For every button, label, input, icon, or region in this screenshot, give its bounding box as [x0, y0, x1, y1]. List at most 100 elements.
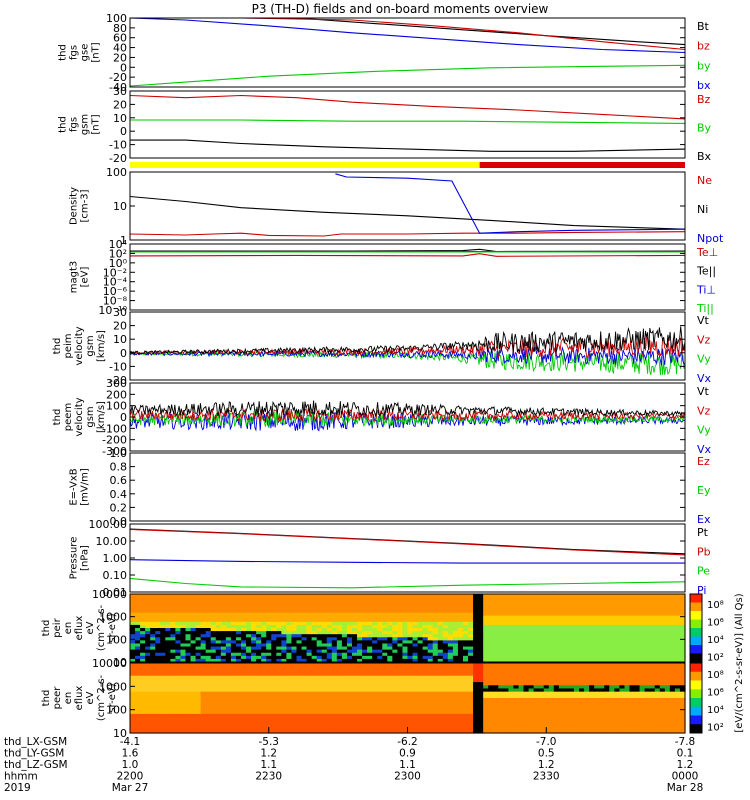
spectrogram-cell [574, 612, 580, 617]
spectrogram-cell [674, 631, 681, 635]
spectrogram-cell [538, 615, 545, 620]
spectrogram-cell [488, 640, 494, 645]
spectrogram-cell [251, 666, 257, 670]
spectrogram-cell [230, 618, 237, 623]
spectrogram-cell [215, 694, 222, 699]
spectrogram-cell [599, 594, 605, 598]
spectrogram-cell [246, 612, 252, 617]
spectrogram-cell [372, 691, 378, 696]
spectrogram-cell [457, 658, 464, 663]
spectrogram-cell [412, 720, 419, 725]
legend-label: Pb [697, 545, 711, 558]
spectrogram-cell [200, 688, 207, 693]
spectrogram-cell [543, 618, 550, 623]
spectrogram-cell [210, 688, 217, 693]
spectrogram-cell [604, 672, 610, 677]
spectrogram-cell [220, 637, 227, 641]
spectrogram-cell [589, 618, 595, 623]
spectrogram-cell [175, 688, 182, 693]
spectrogram-cell [614, 669, 621, 674]
spectrogram-cell [367, 717, 373, 721]
spectrogram-cell [528, 678, 535, 683]
spectrogram-cell [256, 729, 262, 734]
spectrogram-cell [205, 621, 212, 626]
spectrogram-cell [341, 669, 348, 674]
spectrogram-cell [538, 621, 545, 626]
spectrogram-cell [296, 606, 303, 611]
legend-label: Vz [697, 404, 711, 417]
spectrogram-cell [306, 682, 313, 686]
spectrogram-cell [135, 669, 141, 674]
spectrogram-cell [190, 609, 197, 614]
spectrogram-cell [321, 710, 328, 715]
spectrogram-cell [437, 726, 444, 731]
spectrogram-cell [488, 663, 494, 667]
spectrogram-cell [422, 688, 429, 693]
spectrogram-cell [331, 675, 338, 680]
spectrogram-cell [513, 649, 520, 654]
spectrogram-cell [528, 637, 535, 641]
spectrogram-cell [225, 701, 232, 705]
spectrogram-cell [135, 682, 141, 686]
spectrogram-cell [483, 640, 489, 645]
spectrogram-cell [256, 682, 262, 686]
spectrogram-cell [185, 726, 192, 731]
spectrogram-cell [382, 649, 388, 654]
spectrogram-cell [357, 646, 363, 651]
spectrogram-cell [584, 649, 590, 654]
spectrogram-cell [488, 694, 494, 699]
spectrogram-cell [417, 658, 424, 663]
spectrogram-cell [246, 658, 252, 663]
spectrogram-cell [659, 637, 666, 641]
spectrogram-cell [634, 594, 641, 598]
spectrogram-cell [523, 597, 530, 601]
spectrogram-cell [407, 634, 414, 638]
spectrogram-cell [508, 663, 515, 667]
spectrogram-cell [220, 612, 227, 617]
spectrogram-cell [130, 652, 136, 657]
spectrogram-cell [215, 621, 222, 626]
spectrogram-cell [190, 640, 197, 645]
spectrogram-cell [609, 672, 615, 677]
spectrogram-cell [558, 618, 565, 623]
spectrogram-cell [538, 685, 545, 690]
spectrogram-cell [533, 713, 540, 718]
spectrogram-cell [442, 640, 449, 645]
spectrogram-cell [447, 729, 454, 734]
spectrogram-cell [649, 682, 656, 686]
spectrogram-cell [669, 609, 676, 614]
spectrogram-cell [387, 710, 393, 715]
spectrogram-cell [377, 663, 383, 667]
spectrogram-cell [402, 698, 409, 702]
spectrogram-cell [508, 672, 515, 677]
spectrogram-cell [568, 663, 575, 667]
spectrogram-cell [589, 615, 595, 620]
spectrogram-cell [251, 652, 257, 657]
spectrogram-cell [357, 603, 363, 607]
spectrogram-cell [225, 652, 232, 657]
spectrogram-cell [367, 698, 373, 702]
spectrogram-cell [493, 600, 499, 604]
spectrogram-cell [437, 723, 444, 728]
spectrogram-cell [538, 628, 545, 632]
spectrogram-cell [538, 675, 545, 680]
spectrogram-cell [579, 643, 585, 648]
panel-frame [129, 523, 686, 593]
spectrogram-cell [362, 678, 368, 683]
spectrogram-cell [523, 663, 530, 667]
spectrogram-cell [367, 675, 373, 680]
spectrogram-cell [422, 631, 429, 635]
spectrogram-cell [135, 685, 141, 690]
spectrogram-cell [609, 606, 615, 611]
spectrogram-cell [235, 594, 242, 598]
spectrogram-cell [352, 698, 358, 702]
spectrogram-cell [669, 624, 676, 629]
spectrogram-cell [326, 691, 333, 696]
spectrogram-cell [568, 600, 575, 604]
spectrogram-cell [478, 723, 484, 728]
spectrogram-cell [619, 688, 626, 693]
spectrogram-cell [326, 688, 333, 693]
spectrogram-cell [447, 713, 454, 718]
spectrogram-cell [553, 720, 560, 725]
spectrogram-cell [326, 606, 333, 611]
